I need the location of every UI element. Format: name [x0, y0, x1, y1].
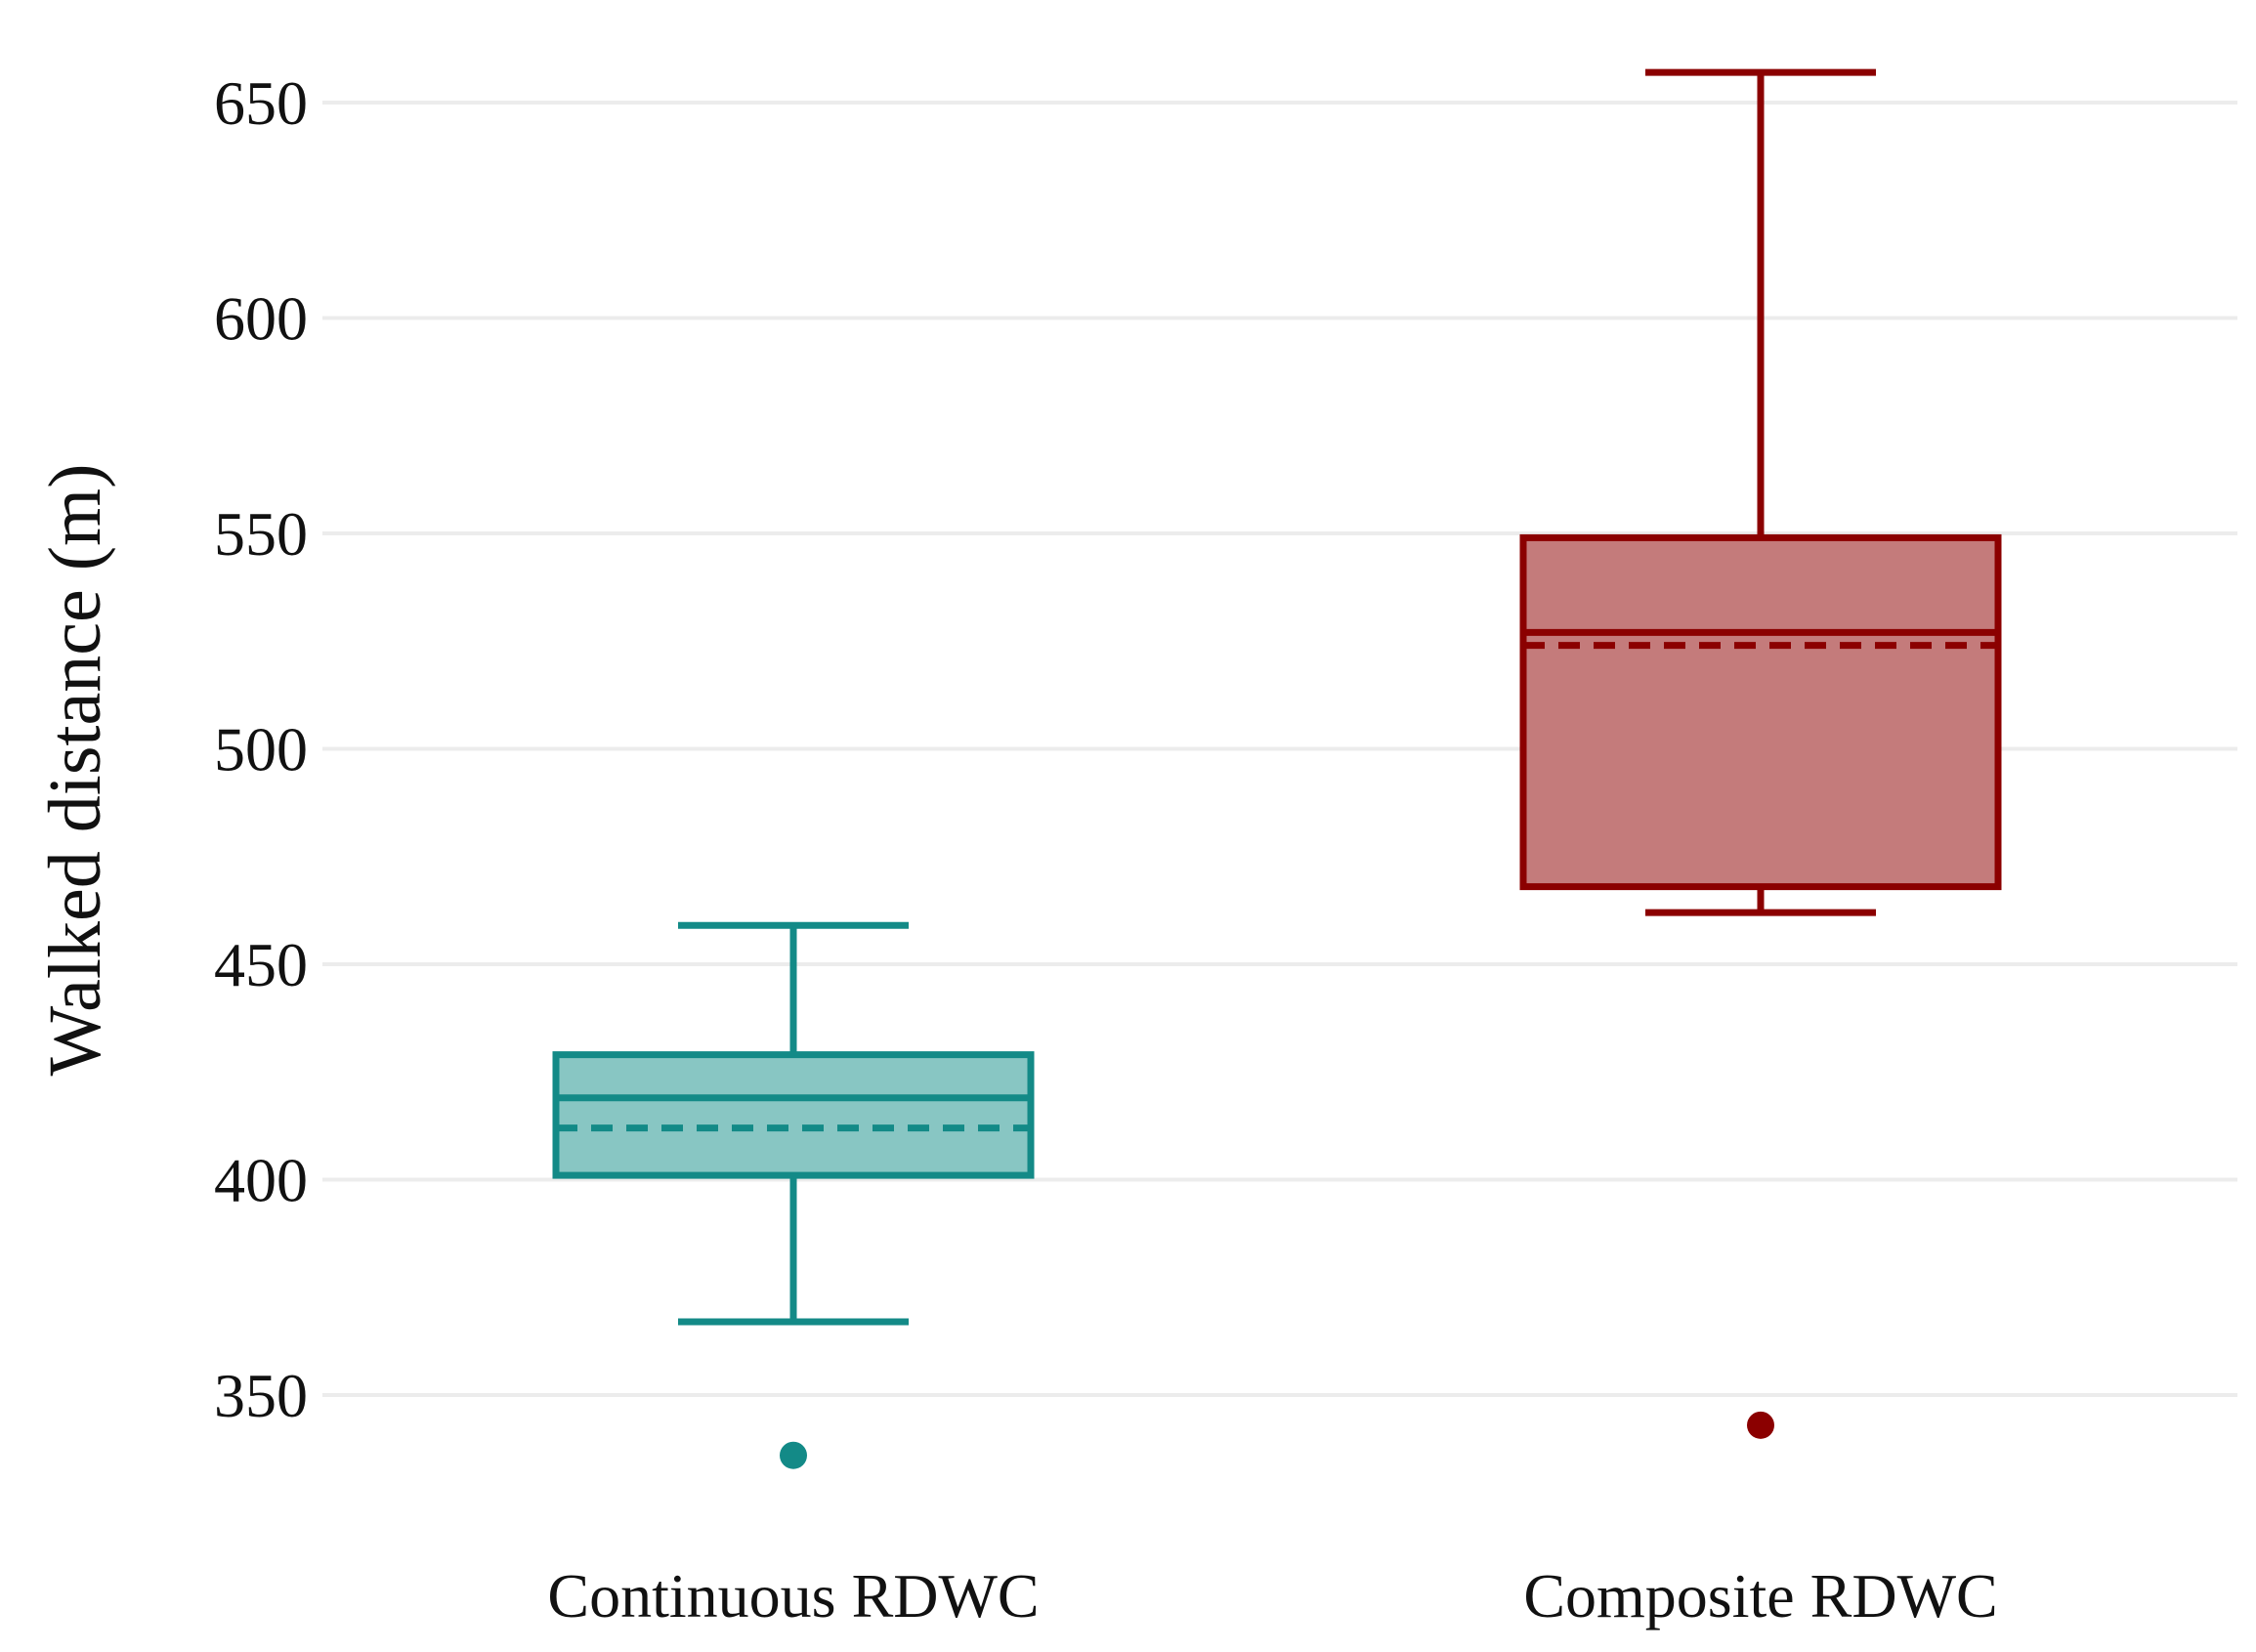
box-group-composite-rdwc	[1519, 68, 2002, 1439]
box-group-continuous-rdwc	[552, 921, 1035, 1469]
boxes	[552, 68, 2002, 1469]
x-tick-label-continuous-rdwc: Continuous RDWC	[547, 1561, 1039, 1631]
y-axis-ticks: 350 400 450 500 550 600 650	[214, 68, 308, 1430]
y-tick-label-650: 650	[214, 68, 308, 138]
outlier-point	[1747, 1411, 1774, 1439]
y-tick-label-450: 450	[214, 930, 308, 999]
iqr-box	[552, 1051, 1035, 1179]
x-tick-label-composite-rdwc: Composite RDWC	[1523, 1561, 1997, 1631]
outlier-point	[780, 1441, 807, 1469]
y-tick-label-350: 350	[214, 1361, 308, 1430]
y-tick-label-400: 400	[214, 1146, 308, 1215]
x-axis-ticks: Continuous RDWC Composite RDWC	[547, 1561, 1997, 1631]
y-tick-label-500: 500	[214, 715, 308, 784]
y-tick-label-550: 550	[214, 499, 308, 569]
iqr-box	[1519, 533, 2002, 891]
gridlines	[322, 101, 2237, 1397]
y-tick-label-600: 600	[214, 284, 308, 354]
y-axis-title: Walked distance (m)	[34, 464, 116, 1077]
